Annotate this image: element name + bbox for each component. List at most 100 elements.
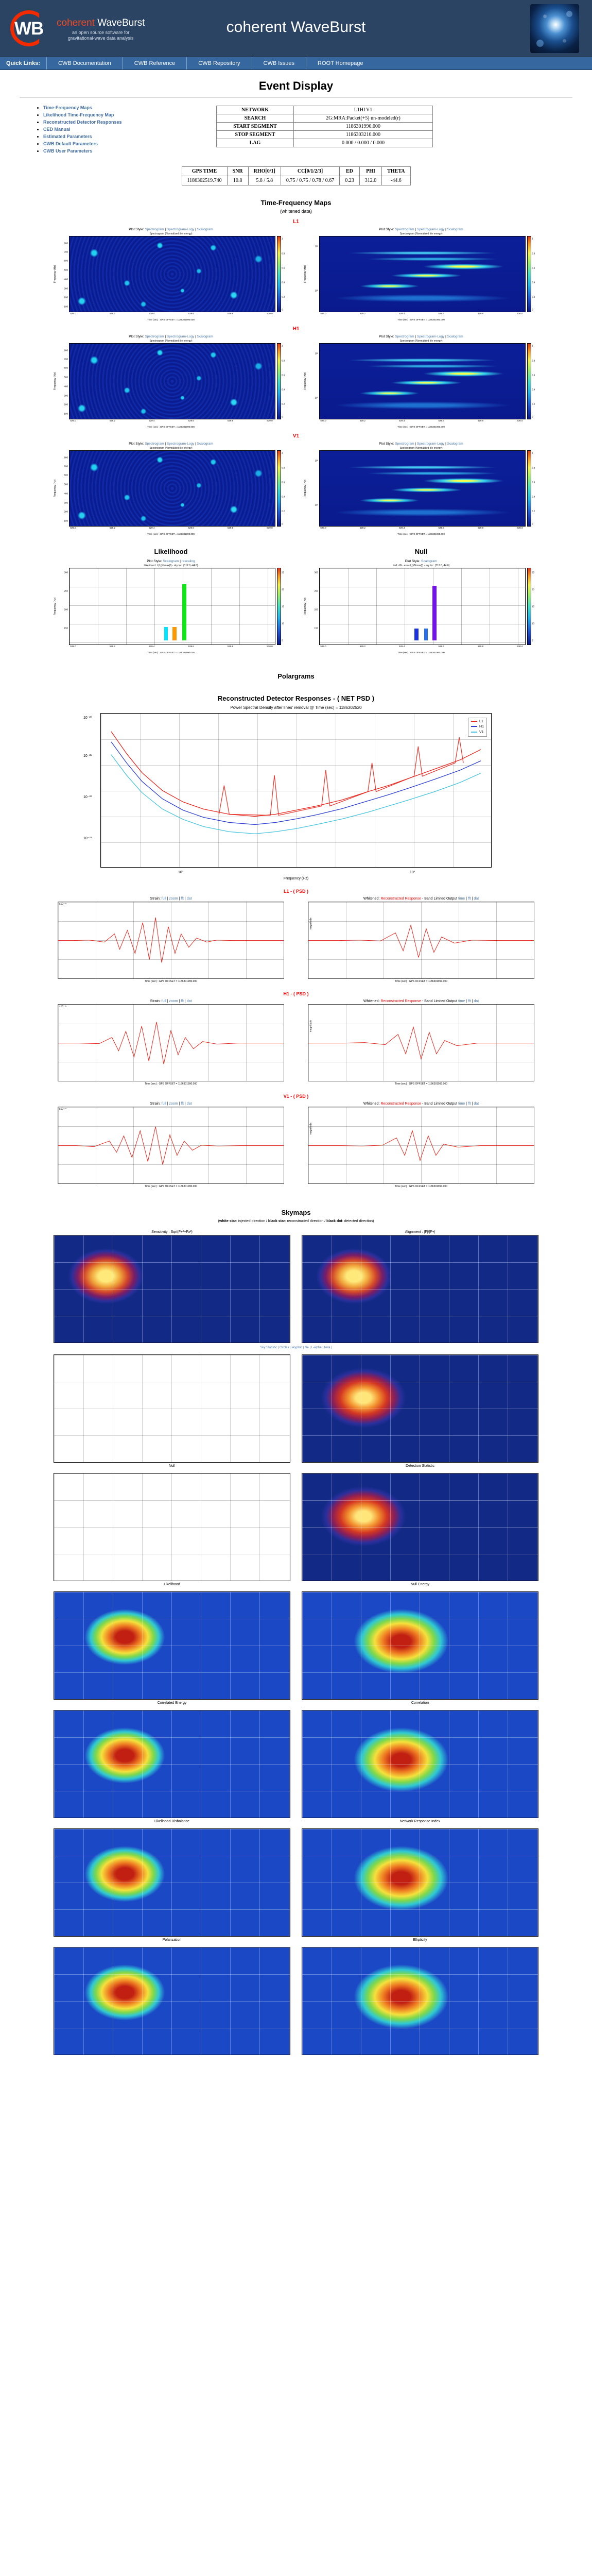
strain-link-dat[interactable]: dat <box>186 896 192 901</box>
x-tick: 529.8 <box>227 645 234 648</box>
skymap-links[interactable]: Sky Statistic | Circles | skyprob | file… <box>260 1346 332 1349</box>
strain-link-zoom[interactable]: zoom <box>169 1101 178 1106</box>
page-title: Event Display <box>258 79 334 92</box>
nav-item-cwb-repository[interactable]: CWB Repository <box>186 57 251 70</box>
plot-style-spectrogram[interactable]: Spectrogram <box>395 334 414 338</box>
skymap-image-extra-right[interactable] <box>302 1946 538 2055</box>
cbar-tick: 0.4 <box>532 281 535 284</box>
strain-link-fft[interactable]: fft <box>181 1101 184 1106</box>
psd-chart: L1 H1 V1 10⁻²⁰ 10⁻²¹ 10⁻²² 10⁻²³ 10² 10³ <box>83 713 492 874</box>
skymap-row-3: Likelihood Null Energy <box>0 1472 592 1586</box>
nav-item-cwb-reference[interactable]: CWB Reference <box>122 57 186 70</box>
plot-style-scalogram[interactable]: Scalogram <box>163 559 179 563</box>
skymap-cell <box>54 1946 290 2057</box>
whitened-prefix: Whitened: <box>363 1101 380 1106</box>
y-tick: 800 <box>64 456 68 459</box>
plot-style-spectrogram-logy[interactable]: Spectrogram-Logy <box>166 227 195 231</box>
whitened-link-fft[interactable]: fft <box>467 896 471 901</box>
nav-item-root-homepage[interactable]: ROOT Homepage <box>306 57 374 70</box>
plot-style-spectrogram[interactable]: Spectrogram <box>395 227 414 231</box>
link-estimated-parameters[interactable]: Estimated Parameters <box>43 133 92 139</box>
skymap-image-extra-left[interactable] <box>54 1946 290 2055</box>
whitened-link-dat[interactable]: dat <box>474 896 479 901</box>
strain-link-zoom[interactable]: zoom <box>169 999 178 1003</box>
plot-style-spectrogram[interactable]: Spectrogram <box>145 227 164 231</box>
y-tick: 300 <box>64 287 68 290</box>
link-likelihood-tf-map[interactable]: Likelihood Time-Frequency Map <box>43 112 114 117</box>
null-heatmap <box>319 567 526 645</box>
skymap-image-alignment[interactable] <box>302 1234 538 1343</box>
skymap-image-detection-statistic[interactable] <box>302 1354 538 1463</box>
whitened-link-time[interactable]: time <box>458 896 465 901</box>
plot-style-spectrogram-logy[interactable]: Spectrogram-Logy <box>166 442 195 446</box>
whitened-link-time[interactable]: time <box>458 999 465 1003</box>
info-key-lag: LAG <box>216 139 294 147</box>
skymap-image-polarization[interactable] <box>54 1828 290 1937</box>
skymap-image-null-energy[interactable] <box>302 1472 538 1581</box>
plot-style-spectrogram-logy[interactable]: Spectrogram-Logy <box>416 442 445 446</box>
section-title-reconstructed-responses: Reconstructed Detector Responses - ( NET… <box>0 694 592 702</box>
strain-link-full[interactable]: full <box>161 999 166 1003</box>
link-ced-manual[interactable]: CED Manual <box>43 126 71 132</box>
whitened-panel-title: Whitened: Reconstructed Response - Band … <box>363 1101 479 1106</box>
strain-waveform-plot: x10⁻²¹ <box>58 1004 284 1081</box>
whitened-link-time[interactable]: time <box>458 1101 465 1106</box>
logo-c-arc-icon <box>10 10 40 46</box>
skymap-image-ellipticity[interactable] <box>302 1828 538 1937</box>
skymap-image-sensitivity[interactable] <box>54 1234 290 1343</box>
y-tick: 10² <box>315 503 318 506</box>
strain-link-dat[interactable]: dat <box>186 1101 192 1106</box>
plot-style-label: Plot Style: <box>405 559 421 563</box>
info-value-start-segment: 1186301990.000 <box>293 122 433 131</box>
plot-style-scalogram[interactable]: Scalogram <box>421 559 438 563</box>
site-logo[interactable]: WB coherent WaveBurst an open source sof… <box>7 7 156 49</box>
skymap-image-network-response-index[interactable] <box>302 1709 538 1818</box>
strain-link-fft[interactable]: fft <box>181 999 184 1003</box>
y-tick: 500 <box>64 376 68 379</box>
plot-style-spectrogram-logy[interactable]: Spectrogram-Logy <box>416 227 445 231</box>
strain-link-fft[interactable]: fft <box>181 896 184 901</box>
nav-item-cwb-documentation[interactable]: CWB Documentation <box>46 57 123 70</box>
skymap-image-likelihood-disbalance[interactable] <box>54 1709 290 1818</box>
skymap-cell: Correlation <box>302 1591 538 1705</box>
figure-title: Null: dN - error(f,t)/Nmax(f) - sky loc:… <box>392 564 450 567</box>
plot-style-rescaling[interactable]: rescaling <box>181 559 195 563</box>
whitened-link-fft[interactable]: fft <box>467 999 471 1003</box>
link-time-frequency-maps[interactable]: Time-Frequency Maps <box>43 105 92 110</box>
skymap-image-likelihood[interactable] <box>54 1472 290 1581</box>
plot-style-spectrogram[interactable]: Spectrogram <box>145 442 164 446</box>
plot-style-spectrogram-logy[interactable]: Spectrogram-Logy <box>416 334 445 338</box>
colorbar <box>527 343 531 419</box>
plot-style-scalogram[interactable]: Scalogram <box>197 334 213 338</box>
plot-style-spectrogram[interactable]: Spectrogram <box>145 334 164 338</box>
plot-style-scalogram[interactable]: Scalogram <box>447 334 463 338</box>
strain-link-full[interactable]: full <box>161 1101 166 1106</box>
plot-style-spectrogram-logy[interactable]: Spectrogram-Logy <box>166 334 195 338</box>
nav-item-cwb-issues[interactable]: CWB Issues <box>251 57 306 70</box>
skymap-image-correlation[interactable] <box>302 1591 538 1700</box>
link-cwb-user-parameters[interactable]: CWB User Parameters <box>43 148 93 154</box>
strain-link-zoom[interactable]: zoom <box>169 896 178 901</box>
link-cwb-default-parameters[interactable]: CWB Default Parameters <box>43 141 98 146</box>
skymap-image-correlated-energy[interactable] <box>54 1591 290 1700</box>
likelihood-scalogram: Likelihood: L(f,t)/Lmax(f) - sky loc: (3… <box>53 564 289 654</box>
cbar-tick: 0.6 <box>532 374 535 377</box>
plot-style-scalogram[interactable]: Scalogram <box>447 442 463 446</box>
plot-style-spectrogram[interactable]: Spectrogram <box>395 442 414 446</box>
strain-link-dat[interactable]: dat <box>186 999 192 1003</box>
detector-label-l1: L1 <box>293 218 299 225</box>
plot-style-scalogram[interactable]: Scalogram <box>197 227 213 231</box>
link-reconstructed-detector-responses[interactable]: Reconstructed Detector Responses <box>43 119 122 125</box>
cbar-tick: 0.8 <box>282 252 285 255</box>
skymap-image-null[interactable] <box>54 1354 290 1463</box>
whitened-link-dat[interactable]: dat <box>474 999 479 1003</box>
x-axis-ticks: 529.0 529.2 529.4 529.6 529.8 530.0 <box>319 645 526 652</box>
x-axis-ticks: 529.0 529.2 529.4 529.6 529.8 530.0 <box>319 312 526 319</box>
whitened-link-fft[interactable]: fft <box>467 1101 471 1106</box>
x-tick: 529.8 <box>477 419 484 422</box>
x-tick: 529.4 <box>399 312 405 315</box>
plot-style-scalogram[interactable]: Scalogram <box>447 227 463 231</box>
strain-link-full[interactable]: full <box>161 896 166 901</box>
whitened-link-dat[interactable]: dat <box>474 1101 479 1106</box>
plot-style-scalogram[interactable]: Scalogram <box>197 442 213 446</box>
